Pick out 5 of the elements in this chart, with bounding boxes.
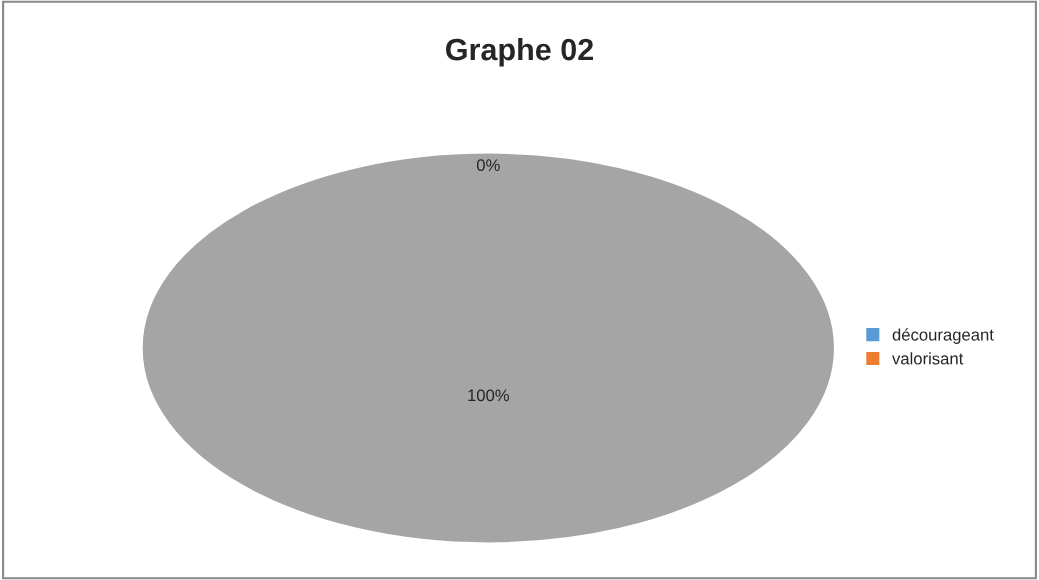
chart-title: Graphe 02	[446, 37, 594, 67]
legend-label: valorisant	[892, 352, 964, 365]
data-label: 100%	[468, 389, 510, 402]
legend-label: décourageant	[892, 328, 994, 344]
text: 0%	[476, 159, 500, 172]
